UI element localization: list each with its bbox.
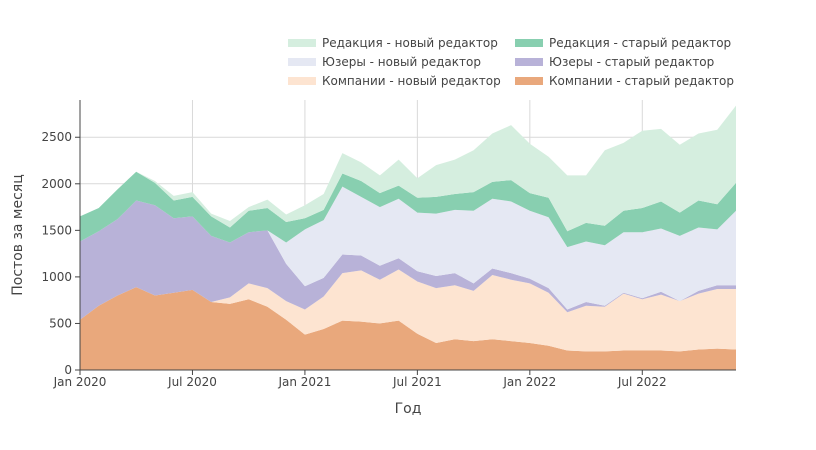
y-axis-ticks: 0 500 1000 1500 2000 2500 [41,130,80,377]
legend-label: Юзеры - старый редактор [549,55,714,69]
x-tick-label: Jan 2020 [53,375,107,389]
axes [79,100,736,371]
legend-swatch [515,58,543,66]
legend-label: Юзеры - новый редактор [322,55,481,69]
x-tick-label: Jan 2021 [277,375,331,389]
area-series-3 [80,186,736,310]
legend-swatch [515,39,543,47]
legend-item[interactable]: Редакция - старый редактор [515,36,731,50]
x-tick-label: Jan 2022 [502,375,556,389]
x-axis-ticks: Jan 2020 Jul 2020 Jan 2021 Jul 2021 Jan 2022… [53,370,667,389]
x-tick-label: Jul 2022 [617,375,667,389]
x-axis-title: Год [395,401,422,417]
y-tick-label: 0 [64,363,72,377]
legend-label: Редакция - старый редактор [549,36,731,50]
y-tick-label: 500 [49,316,72,330]
legend-label: Редакция - новый редактор [322,36,498,50]
x-tick-label: Jul 2020 [167,375,217,389]
area-series-1 [80,269,736,352]
x-tick-label: Jul 2021 [392,375,442,389]
legend-item[interactable]: Компании - старый редактор [515,74,734,88]
legend-item[interactable]: Компании - новый редактор [288,74,501,88]
legend-item[interactable]: Юзеры - старый редактор [515,55,714,69]
legend-swatch [288,77,316,85]
legend-swatch [288,39,316,47]
area-series-2 [80,200,736,320]
y-tick-label: 2000 [41,177,72,191]
legend-swatch [515,77,543,85]
y-axis-title: Постов за месяц [10,174,26,296]
legend: Редакция - новый редактор Редакция - стар… [288,36,734,88]
y-tick-label: 2500 [41,130,72,144]
y-tick-label: 1000 [41,270,72,284]
legend-label: Компании - новый редактор [322,74,501,88]
legend-swatch [288,58,316,66]
area-series-0 [80,287,736,370]
y-tick-label: 1500 [41,223,72,237]
legend-item[interactable]: Редакция - новый редактор [288,36,498,50]
area-series-5 [80,105,736,232]
legend-item[interactable]: Юзеры - новый редактор [288,55,481,69]
area-series-4 [80,171,736,248]
area-series-group [80,105,736,370]
legend-label: Компании - старый редактор [549,74,734,88]
